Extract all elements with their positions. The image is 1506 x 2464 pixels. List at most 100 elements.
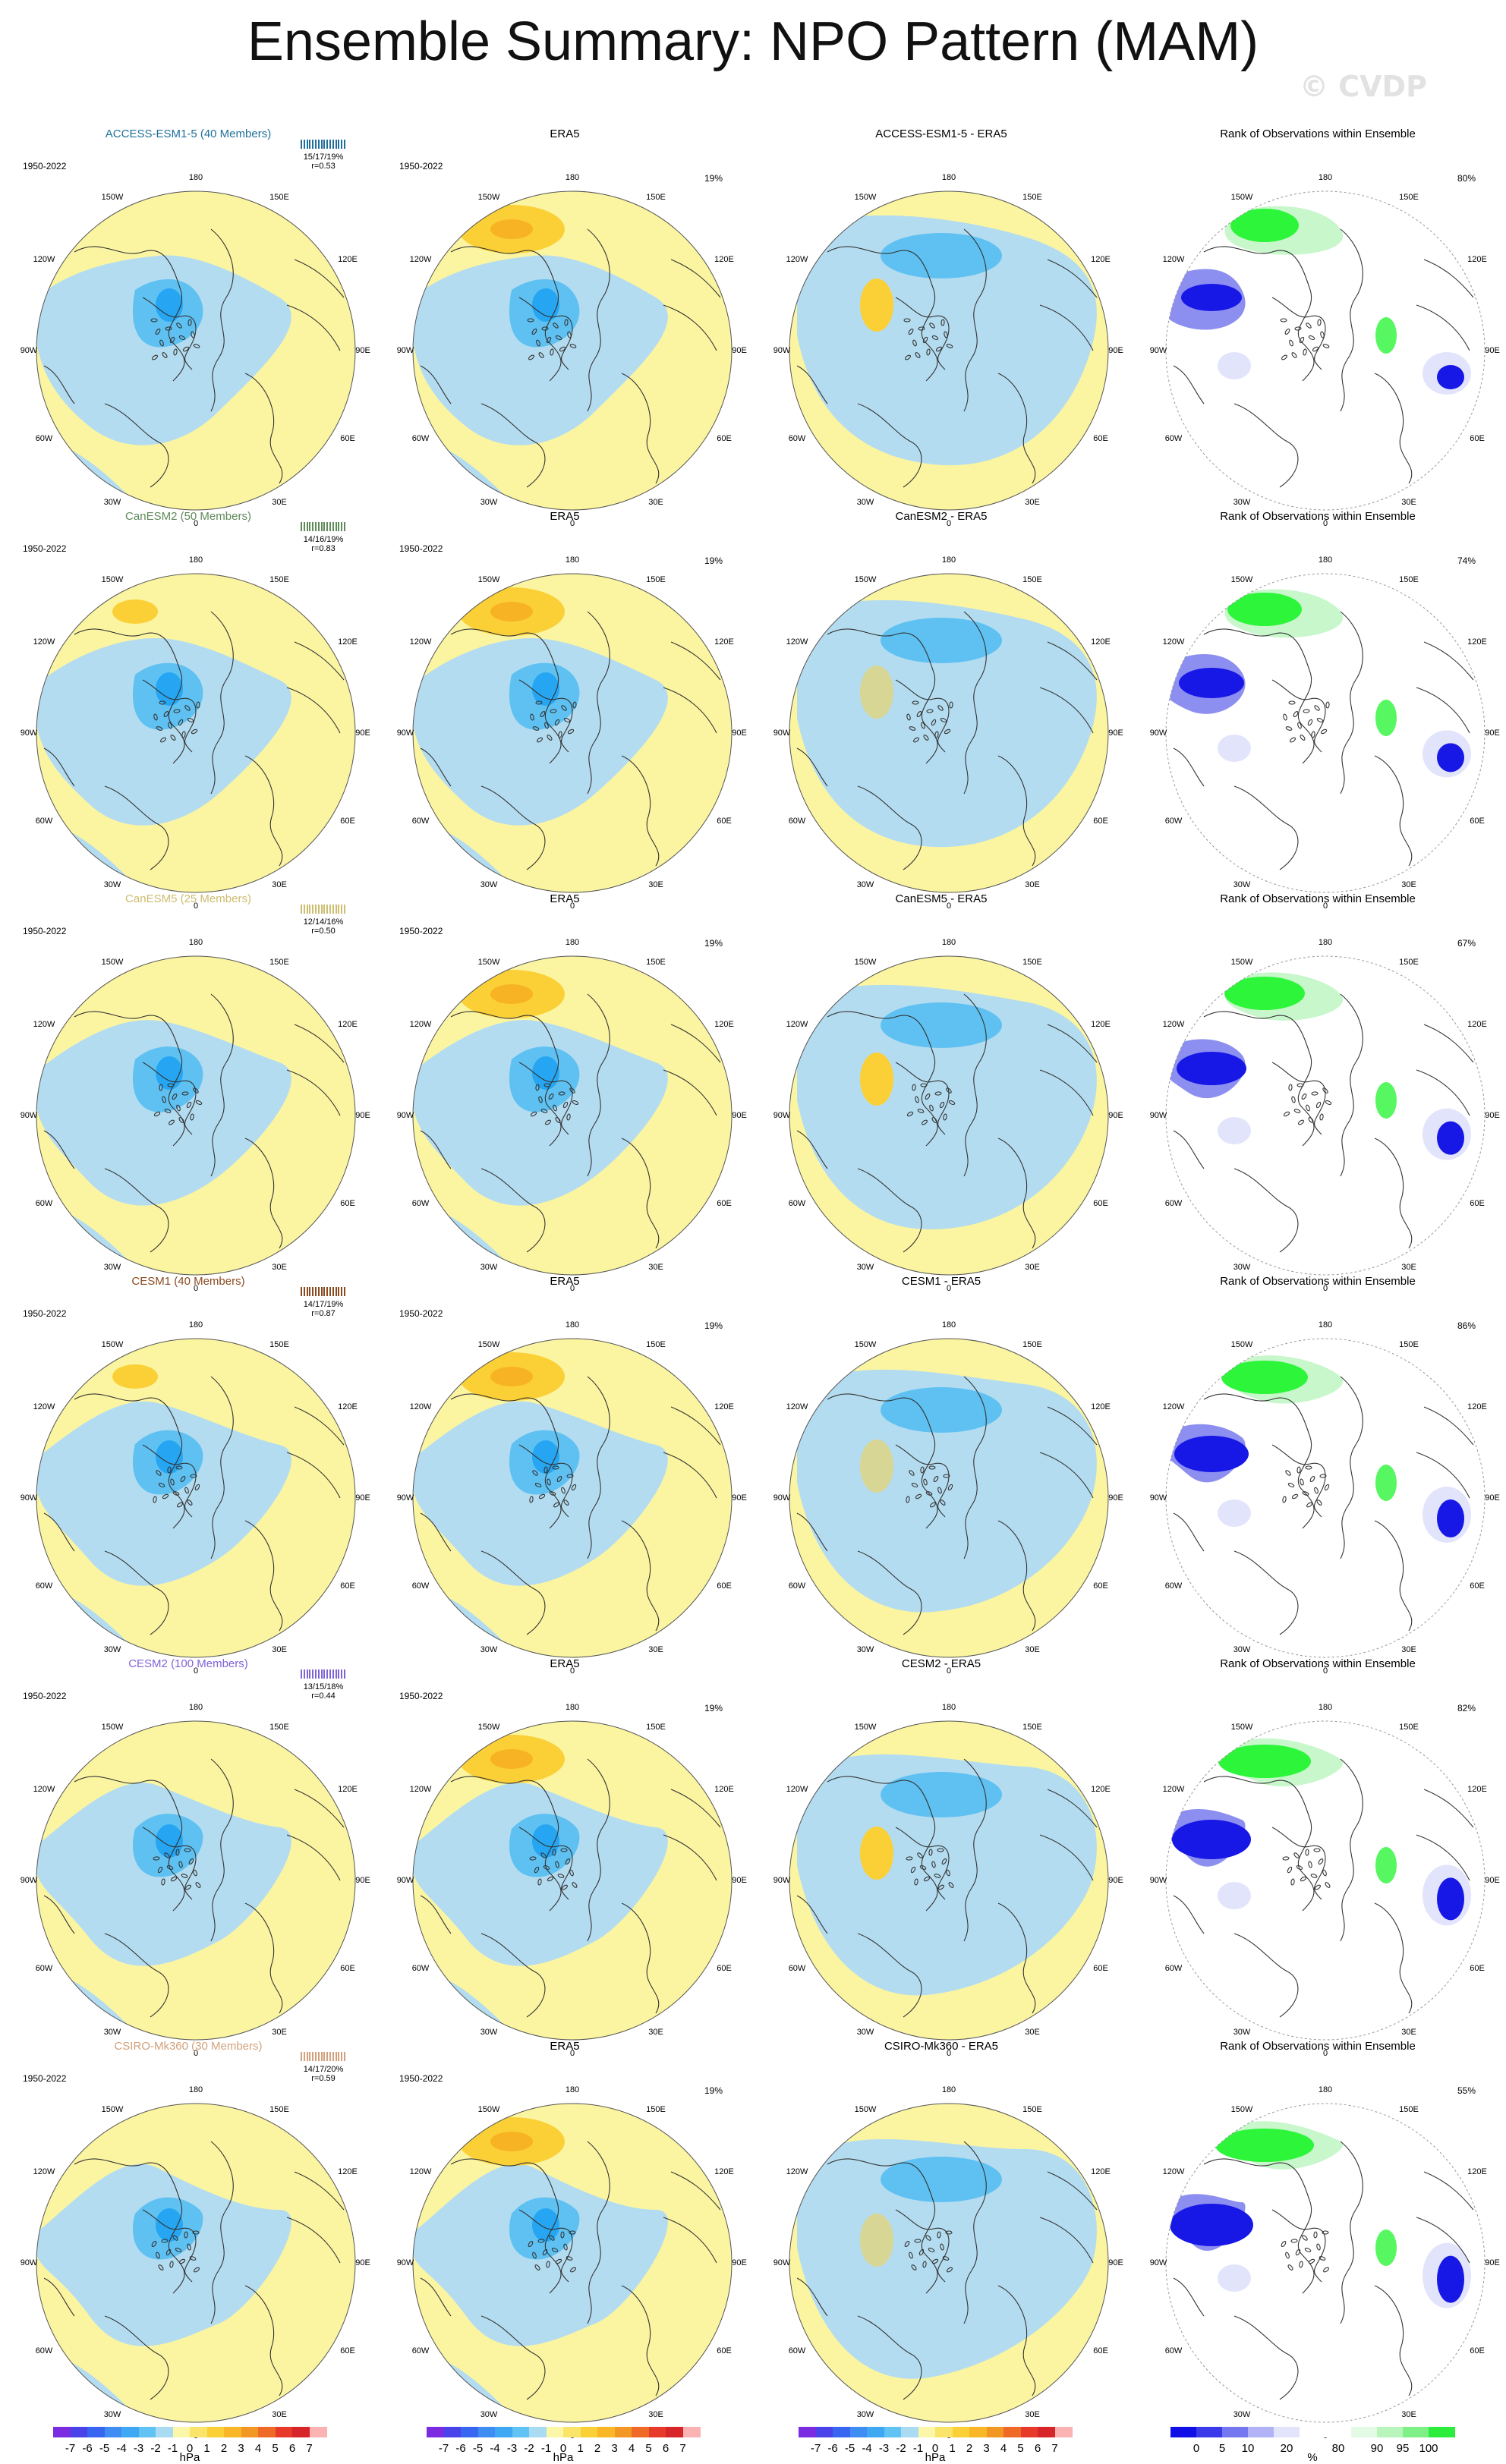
polar-map — [789, 190, 1109, 511]
lon-label-tr: 150E — [1022, 2105, 1042, 2114]
lon-label-lr: 60E — [717, 1964, 732, 1973]
lon-label-ul: 120W — [1162, 637, 1185, 647]
member-tick — [335, 1287, 337, 1296]
colorbar-tick: 0 — [186, 2442, 194, 2455]
member-range-indicator: 15/17/19% r=0.53 — [296, 137, 351, 175]
lon-label-mr: 90E — [355, 1876, 370, 1885]
colorbar-swatch — [1248, 2427, 1274, 2437]
lon-label-ul: 120W — [1162, 2167, 1185, 2176]
period-label: 1950-2022 — [23, 1308, 67, 1319]
lon-label-ul: 120W — [1162, 1020, 1185, 1029]
polar-map — [36, 190, 356, 511]
pattern-correlation: r=0.87 — [311, 1309, 336, 1318]
polar-map — [1165, 1338, 1486, 1658]
member-tick — [335, 522, 337, 531]
polar-map — [1165, 573, 1486, 893]
polar-map — [412, 2103, 733, 2423]
low-pressure-region — [36, 637, 291, 826]
member-tick — [301, 2052, 302, 2061]
lon-label-ur: 120E — [1091, 2167, 1111, 2176]
pattern-correlation: r=0.83 — [311, 544, 336, 553]
member-tick — [344, 1669, 345, 1679]
low-pressure-region — [413, 255, 668, 445]
rank-low-core — [1172, 1820, 1251, 1859]
lon-label-ml: 90W — [20, 2258, 38, 2267]
lon-label-ll: 60W — [411, 817, 430, 826]
lon-label-tl: 150W — [1230, 958, 1253, 967]
member-tick — [344, 1287, 345, 1296]
member-tick — [309, 522, 311, 531]
lon-label-bl: 30W — [1233, 880, 1251, 889]
low-pressure-center — [532, 1056, 559, 1090]
lon-label-ul: 120W — [786, 1402, 808, 1411]
lon-label-bl: 30W — [856, 1263, 874, 1272]
colorbar-swatch — [1222, 2427, 1249, 2437]
panel-model-row-2: CanESM2 (50 Members) 1950-2022 14/16/19% r=… — [0, 504, 376, 911]
member-range-text: 14/17/19% — [303, 1300, 344, 1309]
member-tick — [306, 905, 308, 914]
member-range-indicator: 14/16/19% r=0.83 — [296, 519, 351, 557]
map-boundary — [1165, 190, 1486, 511]
colorbar-swatch — [867, 2427, 884, 2437]
lon-label-top: 180 — [188, 555, 203, 565]
member-ticks — [296, 2049, 351, 2064]
member-tick — [306, 140, 308, 149]
lon-label-ur: 120E — [714, 637, 734, 647]
lon-label-ul: 120W — [409, 255, 432, 264]
lon-label-tl: 150W — [477, 1723, 500, 1732]
colorbar-units: hPa — [925, 2451, 946, 2464]
lon-label-bl: 30W — [480, 1263, 498, 1272]
lon-label-ll: 60W — [1164, 1964, 1183, 1973]
member-tick — [338, 522, 340, 531]
colorbar-tick: 5 — [645, 2442, 652, 2455]
lon-label-top: 180 — [188, 1703, 203, 1712]
colorbar-tick: -1 — [167, 2442, 178, 2455]
colorbar-swatch — [87, 2427, 105, 2437]
rank-title: Rank of Observations within Ensemble — [1220, 1657, 1416, 1670]
lon-label-top: 180 — [188, 938, 203, 947]
diff-title: CESM2 - ERA5 — [901, 1657, 981, 1670]
difference-negative-region — [797, 1369, 1097, 1613]
member-tick — [338, 2052, 340, 2061]
model-title: CESM1 (40 Members) — [131, 1275, 245, 1288]
lon-label-tl: 150W — [854, 193, 877, 202]
lon-label-ul: 120W — [786, 2167, 808, 2176]
map-boundary — [36, 955, 356, 1276]
lon-label-mr: 90E — [355, 1493, 370, 1503]
lon-label-ll: 60W — [788, 1581, 806, 1591]
lon-label-top: 180 — [188, 2085, 203, 2094]
colorbar-tick: 0 — [559, 2442, 567, 2455]
rank-pct: 67% — [1457, 938, 1476, 949]
lon-label-tr: 150E — [646, 575, 666, 584]
map-boundary — [412, 1338, 733, 1658]
panel-diff-row-2: CanESM2 - ERA5 180 150W 150E 120W 120E 90W 90E 6… — [753, 504, 1130, 911]
lon-label-ur: 120E — [338, 1020, 358, 1029]
colorbar-swatch — [512, 2427, 530, 2437]
lon-label-mr: 90E — [732, 1876, 747, 1885]
lon-label-tr: 150E — [1022, 193, 1042, 202]
lon-label-ur: 120E — [338, 1402, 358, 1411]
lon-label-tl: 150W — [854, 575, 877, 584]
lon-label-br: 30E — [1025, 1263, 1040, 1272]
lon-label-ur: 120E — [1467, 255, 1487, 264]
colorbar-tick: 4 — [628, 2442, 635, 2455]
member-tick — [309, 140, 311, 149]
colorbar-swatch — [918, 2427, 936, 2437]
colorbar-tick: 6 — [1034, 2442, 1041, 2455]
lon-label-bottom: 0 — [946, 1666, 952, 1676]
colorbar-tick: -7 — [65, 2442, 76, 2455]
lon-label-lr: 60E — [1470, 2346, 1485, 2355]
lon-label-ll: 60W — [411, 434, 430, 443]
difference-negative-region — [797, 1754, 1097, 1996]
lon-label-bottom: 0 — [1322, 2049, 1328, 2058]
colorbar-swatch — [799, 2427, 816, 2437]
lon-label-br: 30E — [648, 2028, 663, 2037]
member-tick — [323, 2052, 326, 2061]
period-label: 1950-2022 — [23, 2073, 67, 2084]
lon-label-bl: 30W — [480, 1645, 498, 1654]
lon-label-br: 30E — [648, 880, 663, 889]
colorbar-tick: 95 — [1396, 2442, 1410, 2455]
lon-label-top: 180 — [1318, 173, 1333, 182]
lon-label-tr: 150E — [269, 2105, 289, 2114]
lon-label-br: 30E — [648, 1263, 663, 1272]
